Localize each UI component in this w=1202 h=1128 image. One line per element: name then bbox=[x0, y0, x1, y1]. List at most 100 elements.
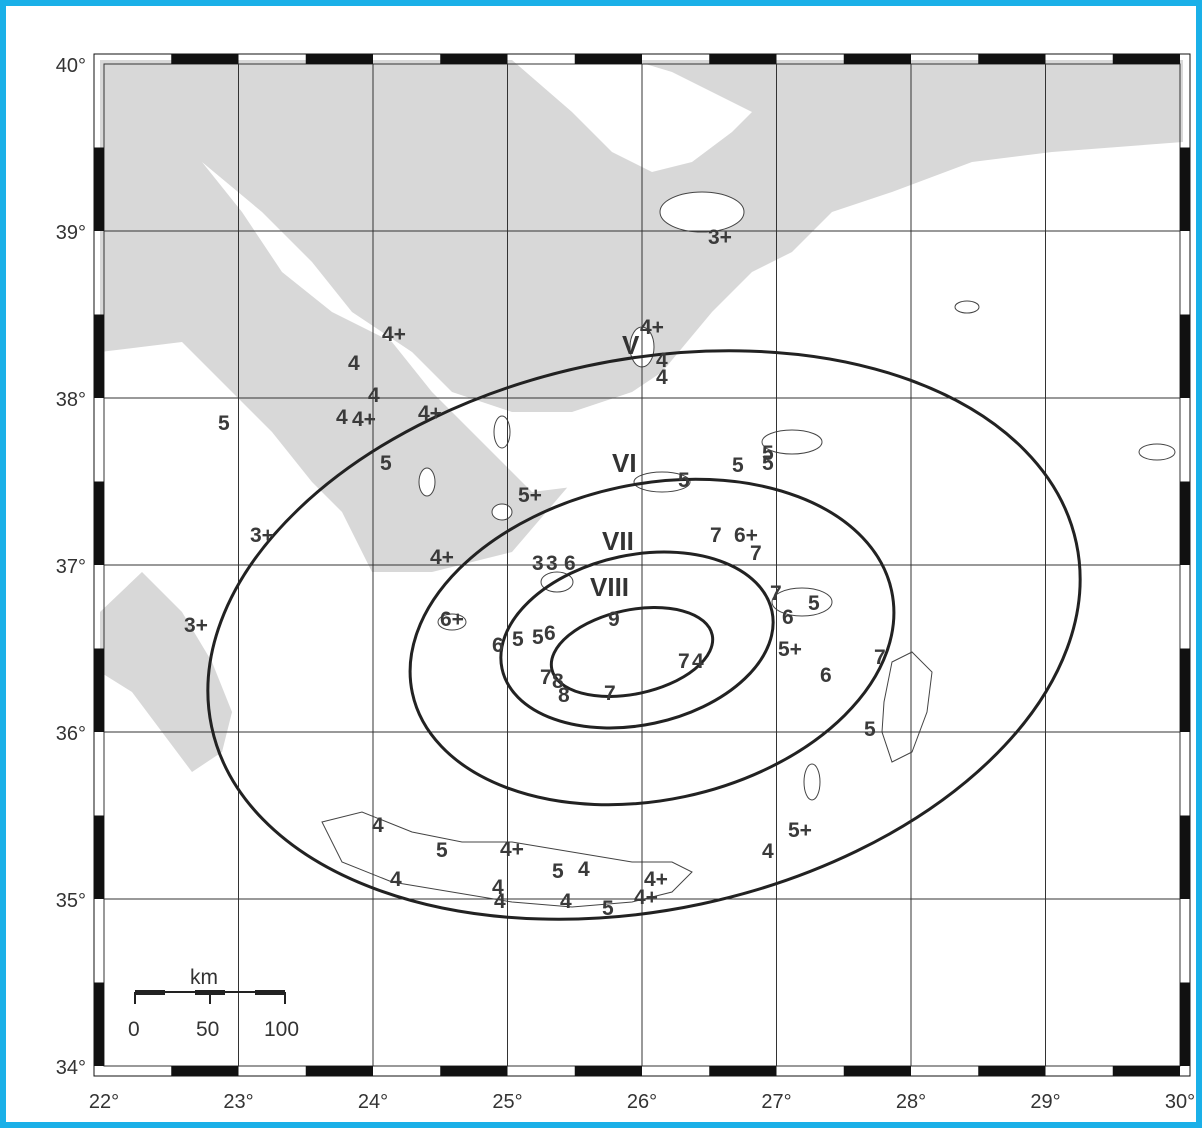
border-bar bbox=[978, 54, 1046, 64]
intensity-label: 7 bbox=[604, 682, 616, 705]
scale-unit: km bbox=[190, 966, 218, 989]
intensity-label: 7 bbox=[874, 646, 886, 669]
border-bar bbox=[440, 54, 508, 64]
intensity-label: 5 bbox=[532, 626, 544, 649]
scale-label-100: 100 bbox=[264, 1018, 299, 1041]
lat-tick-label: 37° bbox=[56, 556, 86, 578]
zone-label-vi: VI bbox=[612, 448, 637, 478]
border-bar bbox=[978, 1066, 1046, 1076]
intensity-label: 7 bbox=[678, 650, 690, 673]
lon-tick-label: 29° bbox=[1030, 1091, 1060, 1113]
border-bar bbox=[709, 1066, 777, 1076]
intensity-label: 3 bbox=[532, 552, 544, 575]
border-bar bbox=[1180, 147, 1190, 231]
intensity-label: 4 bbox=[492, 876, 504, 899]
intensity-label: 6+ bbox=[734, 524, 758, 547]
border-bar bbox=[94, 314, 104, 398]
border-bar bbox=[94, 147, 104, 231]
intensity-observations: 3+ 4+ 4 4 4 4 5 4 4+ 4+ 4+ 5 3+ 5 4+ 5+ … bbox=[184, 226, 886, 920]
border-bar bbox=[574, 1066, 642, 1076]
intensity-label: 4 bbox=[560, 890, 572, 913]
lat-tick-label: 39° bbox=[56, 222, 86, 244]
intensity-label: 6 bbox=[782, 606, 794, 629]
intensity-label: 4 bbox=[578, 858, 590, 881]
intensity-label: 5+ bbox=[778, 638, 802, 661]
intensity-label: 5 bbox=[552, 860, 564, 883]
border-bar bbox=[1180, 314, 1190, 398]
border-bar bbox=[1180, 648, 1190, 732]
intensity-label: 5 bbox=[864, 718, 876, 741]
intensity-label: 5 bbox=[436, 839, 448, 862]
isoseismal-v bbox=[206, 349, 1082, 921]
isoseismal-lines bbox=[206, 349, 1082, 921]
lat-tick-label: 38° bbox=[56, 389, 86, 411]
border-bar bbox=[574, 54, 642, 64]
border-bar bbox=[94, 481, 104, 565]
intensity-label: 5 bbox=[380, 452, 392, 475]
intensity-label: 6 bbox=[544, 622, 556, 645]
zone-label-viii: VIII bbox=[590, 572, 629, 602]
intensity-label: 3 bbox=[546, 552, 558, 575]
intensity-label: 4+ bbox=[634, 886, 658, 909]
scale-label-0: 0 bbox=[128, 1018, 140, 1041]
intensity-label: 4 bbox=[336, 406, 348, 429]
zone-label-vii: VII bbox=[602, 526, 634, 556]
intensity-label: 5 bbox=[218, 412, 230, 435]
intensity-label: 4+ bbox=[352, 408, 376, 431]
border-bar bbox=[1112, 1066, 1180, 1076]
scale-label-50: 50 bbox=[196, 1018, 219, 1041]
border-bar bbox=[305, 54, 373, 64]
border-bar bbox=[171, 1066, 239, 1076]
intensity-label: 5 bbox=[678, 469, 690, 492]
intensity-label: 3+ bbox=[250, 524, 274, 547]
intensity-label: 5 bbox=[808, 592, 820, 615]
border-bar bbox=[709, 54, 777, 64]
intensity-label: 7 bbox=[710, 524, 722, 547]
intensity-label: 5 bbox=[762, 442, 774, 465]
border-bar bbox=[1180, 815, 1190, 899]
isoseismal-vi bbox=[408, 477, 896, 807]
lat-tick-label: 36° bbox=[56, 723, 86, 745]
isoseismal-map: V VI VII VIII 3+ 4+ 4 4 4 4 5 4 4+ 4+ 4+… bbox=[56, 53, 1195, 1113]
lon-tick-label: 30° bbox=[1165, 1091, 1195, 1113]
border-bar bbox=[1180, 982, 1190, 1066]
lon-tick-label: 28° bbox=[896, 1091, 926, 1113]
lon-tick-label: 22° bbox=[89, 1091, 119, 1113]
intensity-label: 4 bbox=[368, 384, 380, 407]
border-bar bbox=[94, 648, 104, 732]
intensity-label: 8 bbox=[552, 670, 564, 693]
scale-bar: km 0 50 100 bbox=[128, 966, 299, 1041]
border-bar bbox=[94, 982, 104, 1066]
intensity-label: 7 bbox=[750, 542, 762, 565]
lon-tick-label: 25° bbox=[492, 1091, 522, 1113]
border-bar bbox=[1180, 481, 1190, 565]
lat-tick-label: 35° bbox=[56, 890, 86, 912]
lon-tick-label: 23° bbox=[223, 1091, 253, 1113]
intensity-label: 6 bbox=[564, 552, 576, 575]
intensity-label: 4+ bbox=[430, 546, 454, 569]
intensity-label: 4 bbox=[692, 650, 704, 673]
intensity-label: 7 bbox=[770, 582, 782, 605]
intensity-label: 5 bbox=[602, 897, 614, 920]
intensity-label: 9 bbox=[608, 608, 620, 631]
border-bar bbox=[94, 815, 104, 899]
intensity-label: 4 bbox=[348, 352, 360, 375]
intensity-label: 4 bbox=[390, 868, 402, 891]
intensity-label: 4+ bbox=[500, 838, 524, 861]
border-bar bbox=[171, 54, 239, 64]
border-bar bbox=[305, 1066, 373, 1076]
border-bar bbox=[440, 1066, 508, 1076]
intensity-label: 4 bbox=[494, 890, 506, 913]
intensity-label: 4+ bbox=[382, 323, 406, 346]
border-bar bbox=[843, 1066, 911, 1076]
intensity-label: 6 bbox=[820, 664, 832, 687]
lat-tick-label: 34° bbox=[56, 1057, 86, 1079]
zone-label-v: V bbox=[622, 330, 640, 360]
intensity-label: 3+ bbox=[708, 226, 732, 249]
intensity-label: 4+ bbox=[418, 402, 442, 425]
isoseismal-viii bbox=[549, 606, 715, 698]
intensity-label: 5 bbox=[732, 454, 744, 477]
intensity-label: 6+ bbox=[440, 608, 464, 631]
intensity-label: 4+ bbox=[644, 868, 668, 891]
border-bar bbox=[843, 54, 911, 64]
